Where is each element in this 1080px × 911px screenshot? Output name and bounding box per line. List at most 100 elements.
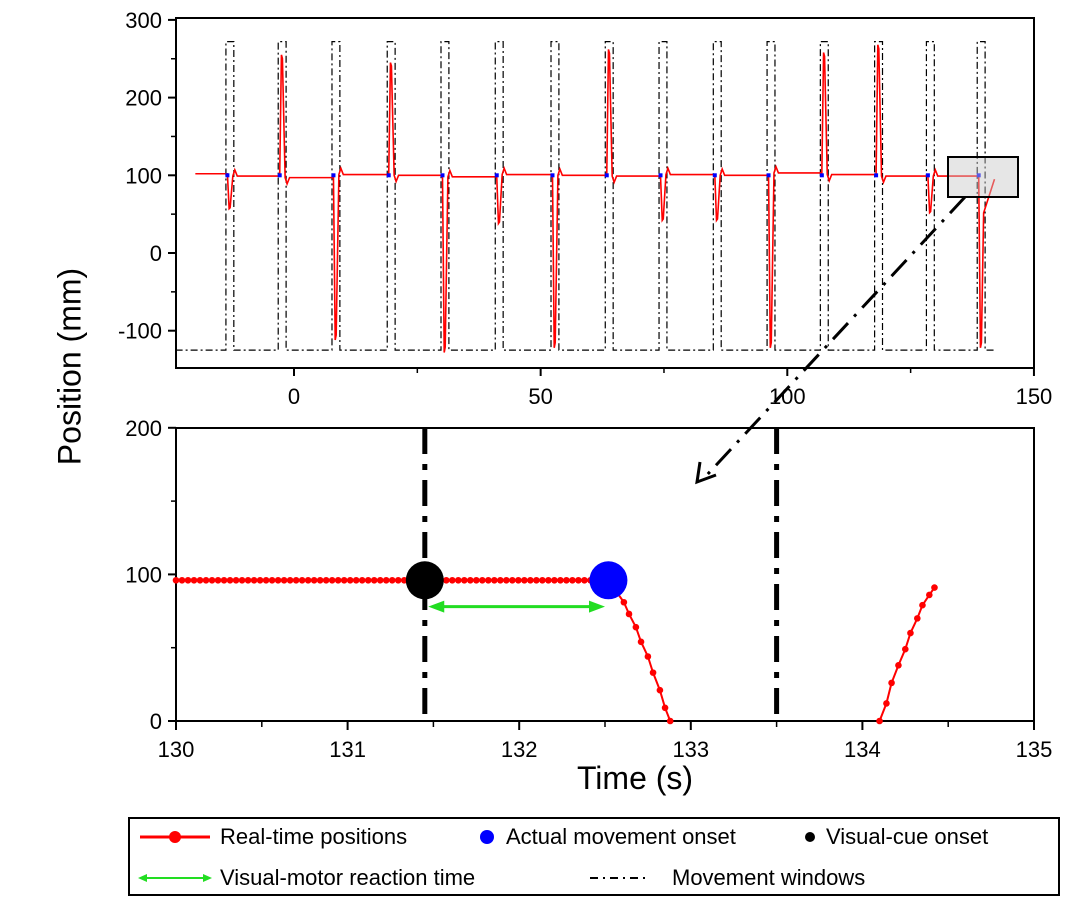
x-tick-label: 50 [528, 384, 552, 409]
real-time-position-point [304, 576, 312, 584]
zoom-connector-line [704, 195, 967, 478]
y-tick-label: 0 [150, 241, 162, 266]
real-time-position-point [196, 576, 204, 584]
real-time-position-point [914, 615, 921, 622]
real-time-position-point [620, 598, 628, 606]
movement-windows-series [175, 41, 995, 351]
real-time-position-point [256, 576, 264, 584]
onset-marker [494, 173, 499, 178]
legend-black-dot-icon [805, 832, 815, 842]
legend-reaction-time: Visual-motor reaction time [220, 865, 476, 890]
real-time-position-point [473, 576, 480, 584]
real-time-position-point [521, 576, 528, 584]
real-time-position-point [533, 576, 540, 584]
zoom-arrowhead-icon [695, 461, 717, 485]
legend: Real-time positions Actual movement onse… [128, 817, 1060, 896]
real-time-position-point [926, 591, 933, 599]
real-time-position-point [346, 576, 354, 584]
real-time-position-point [334, 576, 342, 584]
legend-visual-cue: Visual-cue onset [826, 824, 989, 849]
actual-movement-onset-marker [589, 561, 628, 600]
real-time-position-point [322, 576, 330, 584]
legend-actual-onset: Actual movement onset [506, 824, 736, 849]
real-time-position-point [545, 576, 552, 584]
real-time-position-point [569, 576, 576, 584]
plot-frame [175, 17, 1035, 369]
real-time-position-point [895, 661, 902, 669]
real-time-position-point [370, 576, 378, 584]
real-time-position-point [268, 576, 276, 584]
y-tick-label: 100 [125, 163, 162, 188]
real-time-position-point [442, 576, 450, 584]
visual-cue-onset-marker [405, 561, 444, 600]
x-tick-label: 0 [288, 384, 300, 409]
real-time-position-point [539, 576, 546, 584]
legend-green-arrow-icon [138, 874, 212, 882]
real-time-position-point [515, 576, 522, 584]
zoom-annotation [695, 156, 1019, 485]
real-time-position-point [907, 629, 914, 637]
onset-marker [386, 173, 391, 178]
real-time-position-point [190, 576, 198, 584]
real-time-position-point [581, 576, 588, 584]
real-time-position-point [208, 576, 216, 584]
onset-marker [766, 173, 771, 178]
real-time-position-point [178, 576, 186, 584]
y-tick-label: 100 [125, 562, 162, 587]
real-time-position-point [286, 576, 294, 584]
onset-marker [604, 173, 609, 178]
onset-marker [976, 173, 981, 178]
real-time-position-point [400, 576, 408, 584]
legend-real-time: Real-time positions [220, 824, 408, 849]
real-time-positions-line [878, 587, 936, 722]
real-time-position-point [280, 576, 288, 584]
x-tick-label: 132 [501, 737, 538, 762]
x-tick-label: 130 [158, 737, 195, 762]
real-time-position-point [632, 623, 640, 631]
real-time-position-point [382, 576, 390, 584]
real-time-position-point [226, 576, 234, 584]
real-time-positions-series [195, 44, 996, 353]
real-time-position-point [340, 576, 348, 584]
real-time-position-point [625, 610, 633, 618]
onset-marker [331, 173, 336, 178]
real-time-position-point [394, 576, 402, 584]
real-time-position-point [563, 576, 570, 584]
real-time-position-point [661, 704, 669, 712]
onset-marker [658, 173, 663, 178]
reaction-time-arrowhead-left [428, 600, 445, 613]
real-time-position-point [503, 576, 510, 584]
real-time-position-point [931, 584, 938, 591]
real-time-position-point [352, 576, 360, 584]
real-time-position-point [214, 576, 222, 584]
real-time-position-point [902, 645, 909, 653]
real-time-position-point [316, 576, 324, 584]
real-time-position-point [666, 717, 674, 725]
y-tick-label: -100 [118, 319, 162, 344]
real-time-position-point [919, 601, 926, 609]
real-time-position-point [888, 679, 895, 687]
real-time-position-point [274, 576, 282, 584]
real-time-position-point [656, 686, 664, 694]
real-time-position-point [298, 576, 306, 584]
x-tick-label: 131 [329, 737, 366, 762]
real-time-position-point [250, 576, 258, 584]
real-time-position-point [497, 576, 504, 584]
real-time-position-point [479, 576, 486, 584]
real-time-position-point [232, 576, 240, 584]
real-time-position-point [202, 576, 210, 584]
real-time-position-point [238, 576, 246, 584]
real-time-position-point [460, 576, 468, 584]
real-time-position-point [310, 576, 318, 584]
real-time-position-point [448, 576, 456, 584]
onset-marker [712, 173, 717, 178]
real-time-position-point [388, 576, 396, 584]
real-time-position-point [328, 576, 336, 584]
real-time-position-point [551, 576, 558, 584]
real-time-position-point [491, 576, 498, 584]
y-axis-label: Position (mm) [51, 267, 88, 466]
real-time-position-point [454, 576, 462, 584]
real-time-position-point [509, 576, 516, 584]
real-time-position-point [364, 576, 372, 584]
